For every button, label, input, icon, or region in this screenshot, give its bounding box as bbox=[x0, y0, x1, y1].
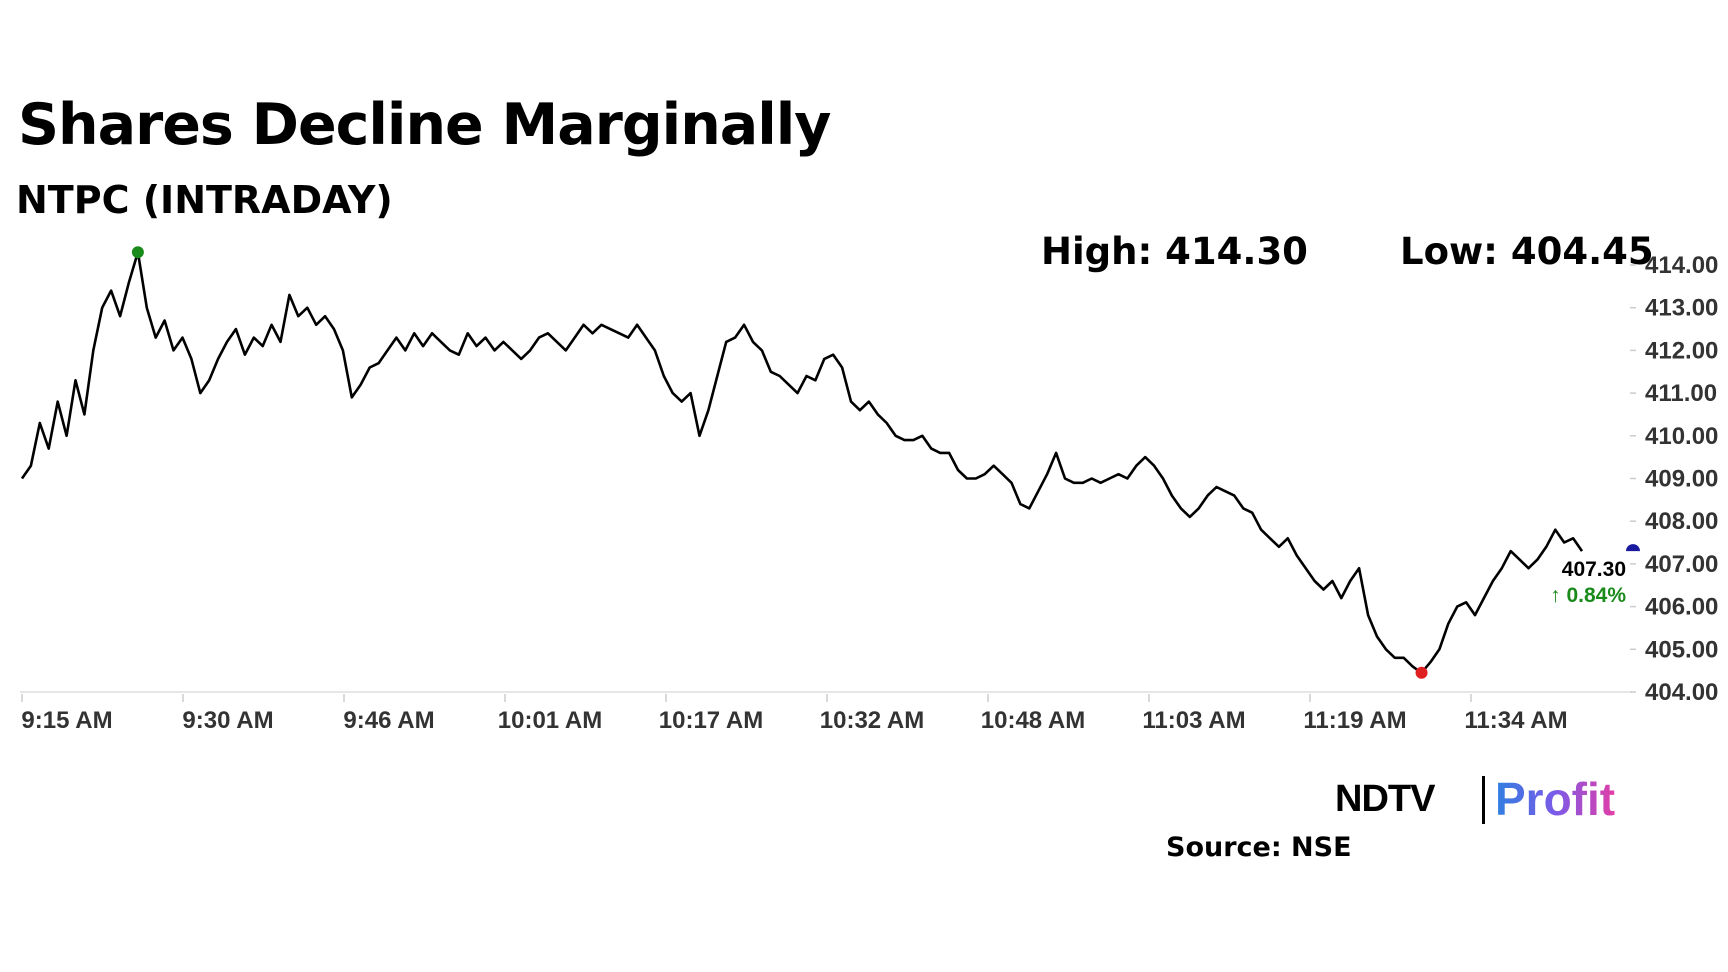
y-tick-label: 405.00 bbox=[1645, 636, 1718, 663]
y-tick-label: 407.00 bbox=[1645, 551, 1718, 578]
high-point-marker bbox=[131, 246, 144, 259]
x-tick-label: 10:48 AM bbox=[981, 707, 1085, 734]
y-tick-label: 411.00 bbox=[1645, 380, 1717, 407]
chart-title: Shares Decline Marginally bbox=[18, 92, 831, 158]
logo-separator bbox=[1482, 776, 1485, 824]
low-label: Low: 404.45 bbox=[1400, 230, 1654, 273]
chart-subtitle: NTPC (INTRADAY) bbox=[16, 178, 393, 222]
y-tick-label: 414.00 bbox=[1645, 252, 1718, 279]
y-tick-label: 410.00 bbox=[1645, 423, 1718, 450]
last-price-label: 407.30 bbox=[1562, 558, 1626, 581]
logo-ndtv-text: NDTV bbox=[1335, 778, 1435, 820]
y-tick-label: 406.00 bbox=[1645, 594, 1718, 621]
x-tick-label: 10:17 AM bbox=[659, 707, 763, 734]
high-label: High: 414.30 bbox=[1041, 230, 1308, 273]
last-point-marker bbox=[1626, 544, 1640, 552]
x-tick-label: 11:34 AM bbox=[1464, 707, 1567, 734]
logo-profit-text: Profit bbox=[1495, 773, 1616, 825]
x-tick-label: 9:30 AM bbox=[182, 707, 273, 734]
x-tick-label: 11:03 AM bbox=[1142, 707, 1245, 734]
x-tick-label: 9:46 AM bbox=[343, 707, 434, 734]
y-tick-label: 409.00 bbox=[1645, 466, 1718, 493]
y-tick-label: 404.00 bbox=[1645, 679, 1718, 706]
low-point-marker bbox=[1415, 666, 1428, 679]
y-tick-label: 412.00 bbox=[1645, 337, 1718, 364]
source-label: Source: NSE bbox=[1166, 832, 1352, 863]
x-tick-label: 10:32 AM bbox=[820, 707, 924, 734]
x-tick-label: 9:15 AM bbox=[21, 707, 112, 734]
x-tick-label: 10:01 AM bbox=[498, 707, 602, 734]
x-tick-label: 11:19 AM bbox=[1303, 707, 1406, 734]
y-tick-label: 413.00 bbox=[1645, 295, 1718, 322]
last-change-label: ↑ 0.84% bbox=[1550, 584, 1626, 607]
y-tick-label: 408.00 bbox=[1645, 508, 1718, 535]
series-line bbox=[20, 250, 1584, 675]
